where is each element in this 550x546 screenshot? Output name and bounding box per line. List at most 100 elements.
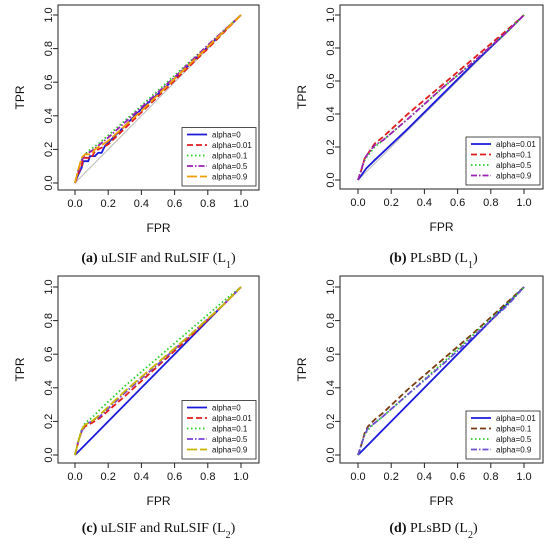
series-line-4 [357,14,525,181]
y-tick-label: 1.0 [43,279,55,294]
x-tick-label: 1.0 [516,197,531,209]
caption-text: uLSIF and RuLSIF (L [101,521,226,536]
caption-subscript: 2 [226,530,231,541]
plot-frame [339,4,544,190]
caption-subscript: 2 [468,530,473,541]
caption-subscript: 1 [226,260,231,271]
caption-letter: (b) [389,251,410,266]
y-tick-label: 0.0 [43,175,55,190]
y-tick-label: 1.0 [325,279,337,294]
y-axis-label: TPR [13,85,27,109]
chart-panel-3: 0.0 0.0 0.2 0.2 0.4 0.4 0.6 0.6 0.8 0.8 1.0 1.0 FPR T… [13,275,260,541]
x-tick-label: 0.6 [167,198,182,210]
panel-caption: (b) PLsBD (L1) [389,251,478,271]
caption-text: PLsBD (L [410,521,468,536]
legend-entry: alpha=0.01 [212,414,252,423]
x-tick-label: 0.6 [450,197,465,209]
legend-entry: alpha=0.01 [496,140,536,149]
y-tick-label: 0.6 [43,347,55,362]
y-tick-label: 0.8 [43,313,55,328]
caption-text: PLsBD (L [410,251,468,266]
caption-close: ) [231,251,236,266]
x-tick-label: 0.8 [483,471,498,483]
panel-caption: (d) PLsBD (L2) [389,521,478,541]
caption-close: ) [231,521,236,536]
series-line-5 [74,14,242,184]
x-tick-label: 0.8 [483,197,498,209]
plot-frame [57,4,260,191]
y-tick-label: 0.6 [325,347,337,362]
y-tick-label: 1.0 [325,7,337,22]
legend-box [465,410,541,460]
series-line-1 [357,14,525,181]
x-tick-label: 0.0 [350,197,365,209]
series-line-2 [357,286,525,456]
x-tick-label: 0.0 [67,471,82,483]
y-tick-label: 0.4 [43,380,55,395]
x-tick-label: 0.2 [384,471,399,483]
y-tick-label: 1.0 [43,7,55,22]
plot-frame [57,275,260,464]
legend-entry: alpha=0 [212,131,241,140]
caption-letter: (c) [82,521,101,536]
x-axis-label: FPR [147,221,171,235]
chart-panel-4: 0.0 0.0 0.2 0.2 0.4 0.4 0.6 0.6 0.8 0.8 1.0 1.0 FPR T… [295,275,544,541]
legend-entry: alpha=0.1 [212,425,248,434]
x-tick-label: 0.6 [450,471,465,483]
x-tick-label: 0.4 [417,471,432,483]
series-line-4 [357,286,525,456]
caption-letter: (d) [389,521,410,536]
legend-entry: alpha=0.9 [212,173,248,182]
series-line-5 [74,286,242,456]
x-tick-label: 1.0 [233,198,248,210]
y-tick-label: 0.0 [43,447,55,462]
legend-entry: alpha=0.1 [496,151,532,160]
y-tick-label: 0.6 [325,73,337,88]
y-tick-label: 0.8 [325,40,337,55]
x-tick-label: 0.0 [67,198,82,210]
x-tick-label: 0.6 [167,471,182,483]
chart-panel-2: 0.0 0.0 0.2 0.2 0.4 0.4 0.6 0.6 0.8 0.8 1.0 1.0 FPR T… [295,4,544,271]
x-tick-label: 0.2 [101,471,116,483]
legend-box [465,136,541,186]
series-line-3 [357,286,525,456]
y-tick-label: 0.0 [325,172,337,187]
y-tick-label: 0.2 [43,414,55,429]
series-line-4 [74,14,242,184]
y-tick-label: 0.8 [43,41,55,56]
legend-entry: alpha=0 [212,404,241,413]
x-axis-label: FPR [430,494,454,508]
x-tick-label: 0.8 [200,198,215,210]
x-tick-label: 0.2 [101,198,116,210]
y-tick-label: 0.6 [43,75,55,90]
legend-entry: alpha=0.1 [496,425,532,434]
plot-frame [339,275,544,464]
x-tick-label: 0.4 [134,198,149,210]
x-axis-label: FPR [430,220,454,234]
x-tick-label: 0.4 [417,197,432,209]
x-tick-label: 0.0 [350,471,365,483]
y-tick-label: 0.4 [325,380,337,395]
series-line-1 [357,286,525,456]
panel-caption: (a) uLSIF and RuLSIF (L1) [81,251,236,271]
series-line-2 [74,14,242,184]
x-tick-label: 0.2 [384,197,399,209]
y-tick-label: 0.4 [325,106,337,121]
caption-close: ) [473,521,478,536]
y-tick-label: 0.2 [325,139,337,154]
legend-entry: alpha=0.1 [212,152,248,161]
caption-close: ) [473,251,478,266]
x-tick-label: 1.0 [516,471,531,483]
y-axis-label: TPR [295,357,309,381]
legend-entry: alpha=0.9 [496,446,532,455]
legend-entry: alpha=0.5 [496,161,532,170]
chart-panel-1: 0.0 0.0 0.2 0.2 0.4 0.4 0.6 0.6 0.8 0.8 1.0 1.0 FPR T… [13,4,260,271]
y-tick-label: 0.2 [325,414,337,429]
caption-text: uLSIF and RuLSIF (L [101,251,226,266]
legend-entry: alpha=0.9 [496,172,532,181]
y-tick-label: 0.4 [43,108,55,123]
